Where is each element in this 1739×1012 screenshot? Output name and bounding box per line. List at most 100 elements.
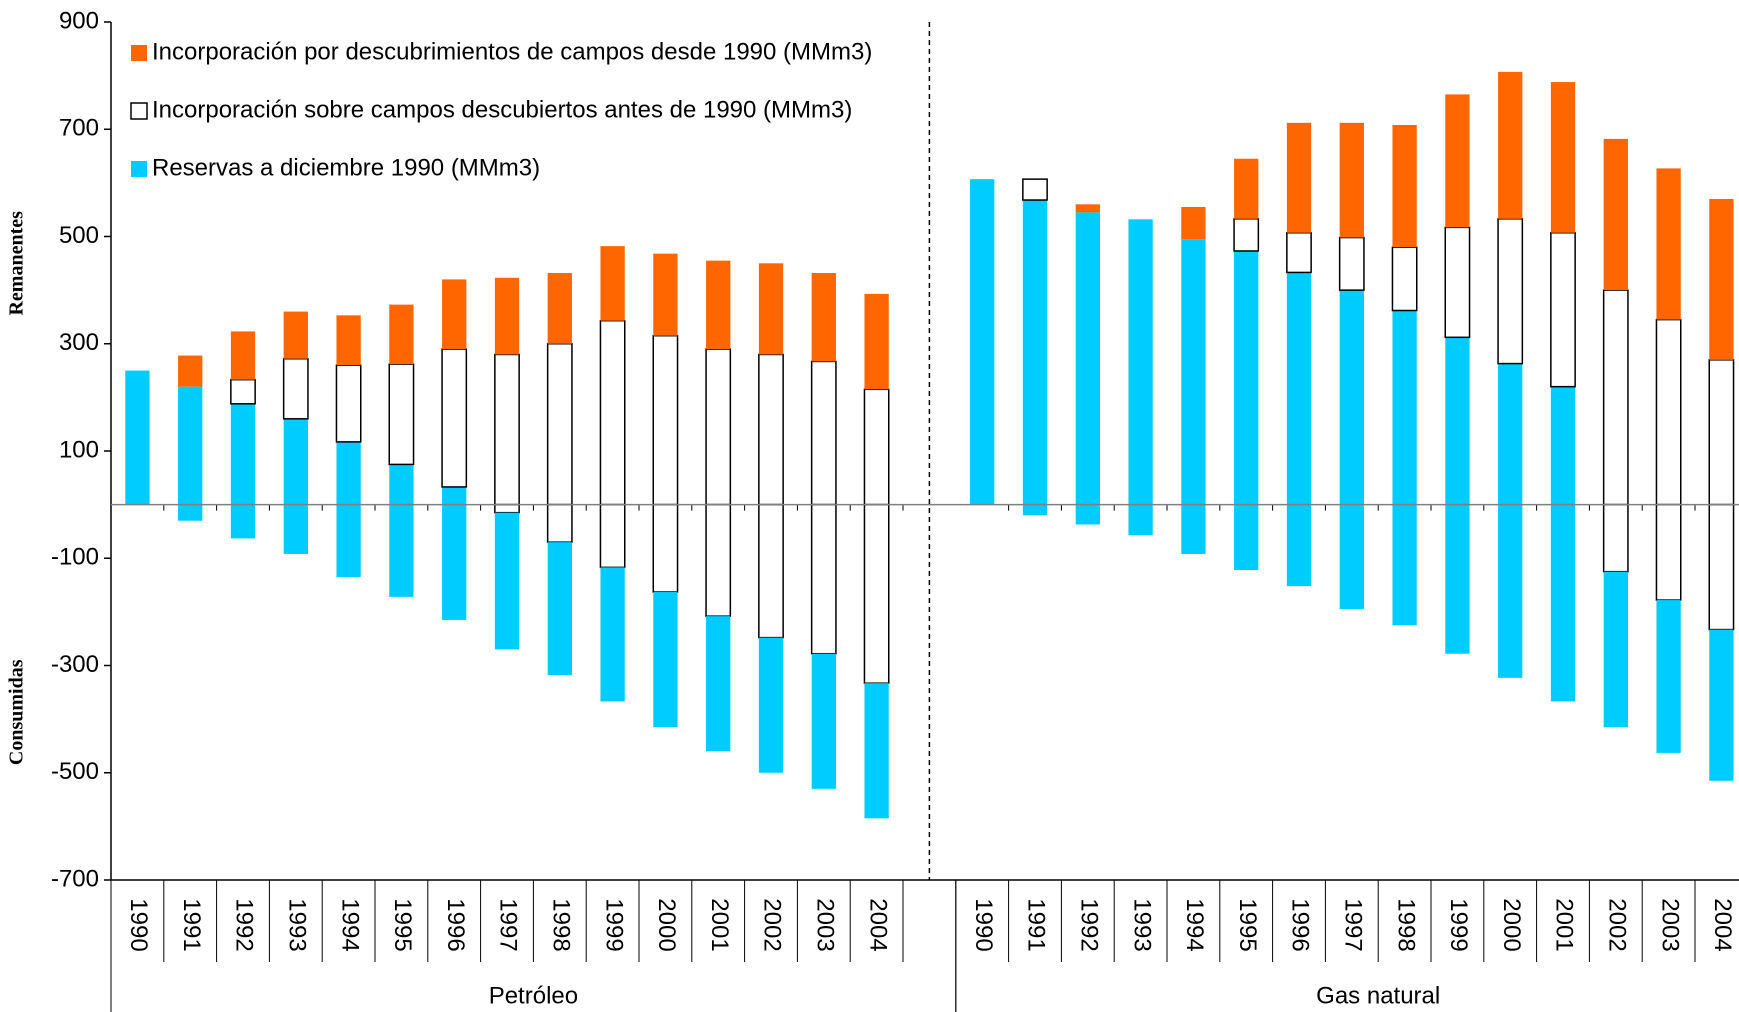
x-tick-label: 2002 xyxy=(759,898,786,951)
bar-segment xyxy=(1392,124,1417,248)
bar-segment xyxy=(335,364,362,443)
bar-segment xyxy=(705,348,732,506)
bar-segment xyxy=(1656,168,1681,320)
y-tick-label: -500 xyxy=(51,758,99,785)
bar-segment xyxy=(1444,226,1471,339)
legend-label: Incorporación sobre campos descubiertos … xyxy=(152,96,852,123)
bar-segment xyxy=(1075,212,1100,505)
bar-segment xyxy=(1128,504,1153,536)
bar-segment xyxy=(1708,359,1735,506)
x-tick-label: 2000 xyxy=(653,898,680,951)
bar-segment xyxy=(810,503,837,655)
bar-segment xyxy=(1181,207,1206,240)
x-tick-label: 1999 xyxy=(1445,898,1472,951)
x-tick-label: 2003 xyxy=(811,898,838,951)
x-tick-label: 2004 xyxy=(1709,898,1736,951)
bar-segment xyxy=(125,370,150,505)
bar-segment xyxy=(388,363,415,466)
legend-label: Reservas a diciembre 1990 (MMm3) xyxy=(152,154,540,181)
bar-segment xyxy=(283,504,308,554)
bar-segment xyxy=(494,353,520,506)
y-tick-label: 300 xyxy=(59,329,99,356)
group-label: Gas natural xyxy=(1316,982,1440,1009)
bar-segment xyxy=(178,386,203,505)
x-tick-label: 1998 xyxy=(547,898,574,951)
x-tick-label: 2000 xyxy=(1498,898,1525,951)
bar-segment xyxy=(1498,71,1523,219)
bar-segment xyxy=(1339,504,1364,610)
bar-segment xyxy=(653,253,678,336)
bar-segment xyxy=(1709,198,1734,360)
legend-label: Incorporación por descubrimientos de cam… xyxy=(152,38,872,65)
bar-segment xyxy=(1338,236,1365,291)
bar-segment xyxy=(1233,218,1260,252)
x-tick-label: 1991 xyxy=(178,898,205,951)
bar-segment xyxy=(494,512,520,650)
bar-segment xyxy=(1445,337,1470,505)
y-tick-label: 500 xyxy=(59,222,99,249)
bar-segment xyxy=(1602,289,1629,506)
bar-segment xyxy=(178,504,203,521)
bar-segment xyxy=(864,683,889,819)
x-tick-label: 1992 xyxy=(231,898,258,951)
bar-segment xyxy=(1022,504,1048,516)
x-tick-label: 1994 xyxy=(1181,898,1208,951)
x-tick-label: 1996 xyxy=(442,898,469,951)
bar-segment xyxy=(494,503,520,514)
bar-segment xyxy=(600,567,625,702)
bar-segment xyxy=(811,653,836,789)
bar-segment xyxy=(282,358,309,420)
bar-segment xyxy=(1655,318,1682,506)
bar-segment xyxy=(811,272,836,362)
legend-swatch xyxy=(131,45,147,61)
y-axis-label: Consumidas xyxy=(6,659,28,765)
bar-segment xyxy=(758,263,784,355)
x-tick-label: 2004 xyxy=(864,898,891,951)
x-tick-label: 1993 xyxy=(1128,898,1155,951)
y-tick-label: 900 xyxy=(59,7,99,34)
bar-segment xyxy=(1234,158,1259,219)
y-tick-label: -300 xyxy=(51,651,99,678)
x-tick-label: 2003 xyxy=(1656,898,1683,951)
bar-segment xyxy=(864,293,889,390)
bar-segment xyxy=(863,503,890,684)
bar-segment xyxy=(599,319,626,506)
bar-segment xyxy=(970,179,995,505)
y-tick-label: 100 xyxy=(59,436,99,463)
bar-segment xyxy=(1602,503,1629,573)
bar-segment xyxy=(178,355,203,387)
bar-segment xyxy=(1603,138,1628,291)
y-tick-label: -100 xyxy=(51,544,99,571)
x-tick-label: 1992 xyxy=(1075,898,1102,951)
bar-segment xyxy=(336,504,361,578)
bar-segment xyxy=(1392,310,1417,505)
bar-segment xyxy=(1392,504,1417,626)
bar-segment xyxy=(389,504,414,597)
bar-segment xyxy=(546,503,573,543)
bar-segment xyxy=(1286,122,1312,233)
bar-segment xyxy=(1498,504,1523,678)
bar-segment xyxy=(1603,571,1628,728)
x-tick-label: 1990 xyxy=(125,898,152,951)
bar-segment xyxy=(1497,218,1524,365)
bar-segment xyxy=(1339,290,1364,505)
bar-segment xyxy=(1022,178,1048,201)
bar-segment xyxy=(283,418,308,505)
bar-segment xyxy=(336,315,361,366)
bar-segment xyxy=(442,279,467,350)
y-axis-label: Remanentes xyxy=(6,211,28,316)
bar-segment xyxy=(547,542,572,676)
bar-segment xyxy=(1181,239,1206,505)
bar-segment xyxy=(1075,204,1100,213)
x-tick-label: 1999 xyxy=(600,898,627,951)
bar-segment xyxy=(389,304,414,365)
y-tick-label: -700 xyxy=(51,865,99,892)
x-tick-label: 1990 xyxy=(970,898,997,951)
bar-segment xyxy=(441,348,468,488)
bar-segment xyxy=(230,331,256,380)
bar-segment xyxy=(1655,503,1682,601)
bar-segment xyxy=(442,486,467,505)
bar-segment xyxy=(442,504,467,620)
bar-segment xyxy=(599,503,626,569)
